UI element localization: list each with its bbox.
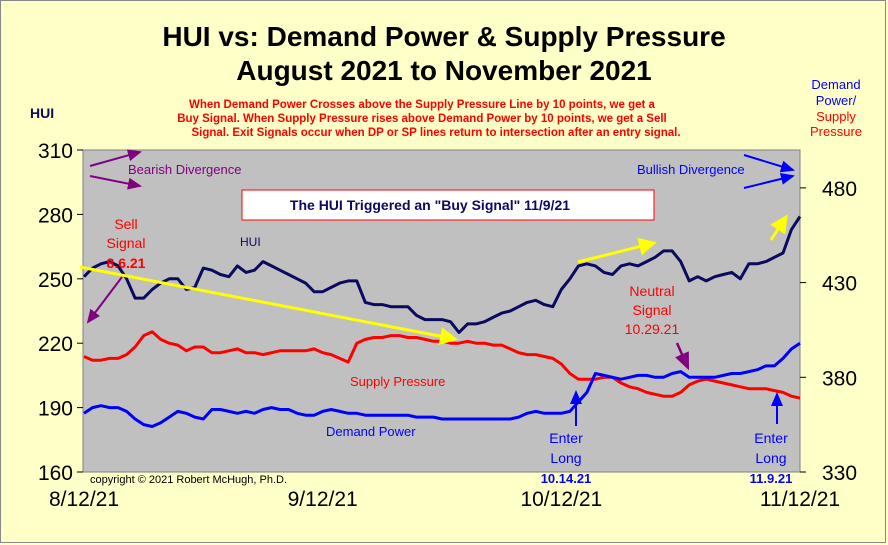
note-line-2: Buy Signal. When Supply Pressure rises a…: [177, 113, 667, 125]
x-tick-label: 10/12/21: [520, 488, 602, 511]
demand-power-line: [83, 341, 801, 428]
sell-signal-line-1: Sell: [114, 216, 137, 232]
sell-signal-arrow: [86, 276, 123, 324]
enter-long-2-line-3: 11.9.21: [750, 471, 793, 486]
right-axis-label-2: Power/: [816, 93, 857, 108]
right-tick-label: 480: [822, 178, 857, 201]
left-tick-label: 160: [38, 462, 73, 485]
enter-long-2-line-2: Long: [755, 450, 786, 466]
enter-long-2-line-1: Enter: [754, 430, 788, 446]
left-tick-label: 280: [38, 204, 73, 227]
chart-subtitle: August 2021 to November 2021: [236, 55, 652, 86]
right-axis-label-4: Pressure: [810, 124, 862, 139]
enter-long-1-line-3: 10.14.21: [541, 471, 592, 486]
bullish-arrow-down: [743, 154, 795, 173]
neutral-signal-arrow: [675, 342, 690, 371]
rally-trend-arrow: [577, 237, 657, 264]
left-tick-label: 250: [38, 269, 73, 292]
hui-line: [82, 215, 802, 334]
bearish-divergence-label: Bearish Divergence: [128, 162, 241, 177]
hui-series-label: HUI: [240, 235, 261, 249]
right-tick-label: 380: [822, 367, 857, 390]
neutral-signal-line-1: Neutral: [629, 283, 674, 299]
note-line-1: When Demand Power Crosses above the Supp…: [189, 99, 655, 111]
bullish-divergence-label: Bullish Divergence: [637, 162, 745, 177]
note-line-3: Signal. Exit Signals occur when DP or SP…: [191, 127, 680, 139]
right-tick-label: 430: [822, 273, 857, 296]
left-tick-label: 190: [38, 398, 73, 421]
bearish-arrow-up: [89, 149, 142, 167]
sell-signal-line-2: Signal: [107, 235, 146, 251]
neutral-signal-line-2: Signal: [633, 302, 672, 318]
neutral-signal-line-3: 10.29.21: [625, 321, 680, 337]
chart-title: HUI vs: Demand Power & Supply Pressure: [162, 21, 725, 52]
bullish-arrow-up: [743, 173, 795, 189]
left-axis-label: HUI: [30, 105, 54, 121]
enter-long-1-line-2: Long: [550, 450, 581, 466]
buy-signal-text: The HUI Triggered an "Buy Signal" 11/9/2…: [290, 197, 570, 213]
sell-signal-line-3: 8.6.21: [107, 255, 146, 271]
right-tick-label: 330: [822, 462, 857, 485]
breakout-trend-arrow: [769, 214, 788, 241]
enter-long-1-line-1: Enter: [549, 430, 583, 446]
left-tick-label: 310: [38, 140, 73, 163]
bearish-trend-arrow: [79, 265, 458, 346]
left-tick-label: 220: [38, 333, 73, 356]
buy-signal-box: [241, 189, 655, 221]
x-tick-label: 9/12/21: [288, 488, 358, 511]
x-tick-label: 8/12/21: [49, 488, 119, 511]
supply-pressure-label: Supply Pressure: [350, 374, 445, 389]
right-axis-label-1: Demand: [811, 77, 860, 92]
x-tick-label: 11/12/21: [760, 488, 840, 511]
demand-power-label: Demand Power: [326, 424, 416, 439]
copyright-text: copyright © 2021 Robert McHugh, Ph.D.: [90, 474, 287, 486]
right-axis-label-3: Supply: [816, 109, 856, 124]
bearish-arrow-down: [89, 175, 142, 190]
